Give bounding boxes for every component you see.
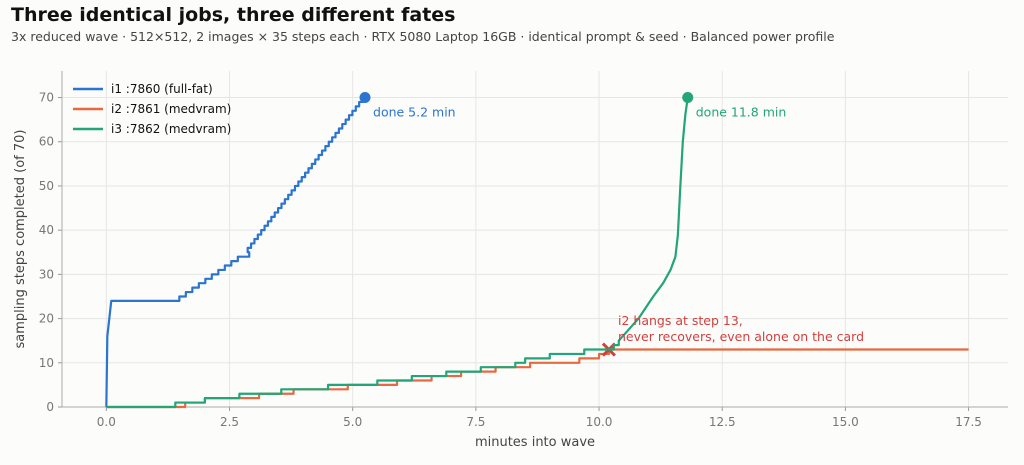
x-tick-label: 10.0	[586, 415, 613, 429]
y-tick-label: 30	[39, 267, 54, 281]
x-tick-label: 7.5	[466, 415, 485, 429]
legend: i1 :7860 (full-fat) i2 :7861 (medvram) i3 …	[73, 82, 231, 136]
series-line-i3	[106, 97, 689, 409]
y-tick-label: 60	[39, 135, 54, 149]
hang-annotation-line1: i2 hangs at step 13,	[618, 313, 743, 328]
done-label-i3: done 11.8 min	[696, 105, 787, 120]
x-tick-label: 5.0	[343, 415, 362, 429]
series-line-i1	[105, 97, 364, 408]
annotations: done 5.2 min done 11.8 min i2 hangs at ste…	[373, 105, 864, 344]
done-marker-i3	[682, 92, 694, 104]
x-tick-label: 17.5	[955, 415, 982, 429]
chart-subtitle: 3x reduced wave · 512×512, 2 images × 35…	[11, 29, 835, 44]
x-tick-label: 15.0	[832, 415, 859, 429]
done-marker-i1	[359, 92, 371, 104]
chart-title: Three identical jobs, three different fa…	[11, 4, 456, 26]
x-tick-label: 12.5	[709, 415, 736, 429]
tick-labels: 0.0 2.5 5.0 7.5 10.0 12.5 15.0 17.5 0 10 20 30 40 50 6…	[39, 91, 982, 429]
x-tick-label: 0.0	[97, 415, 116, 429]
series-lines	[105, 92, 969, 409]
y-axis-label: sampling steps completed (of 70)	[13, 130, 28, 349]
hang-annotation-line2: never recovers, even alone on the card	[618, 329, 864, 344]
x-axis-label: minutes into wave	[475, 435, 595, 450]
y-tick-label: 40	[39, 223, 54, 237]
y-tick-label: 0	[46, 400, 54, 414]
legend-label: i1 :7860 (full-fat)	[111, 82, 213, 96]
axes	[58, 71, 1008, 411]
y-tick-label: 10	[39, 356, 54, 370]
done-label-i1: done 5.2 min	[373, 105, 456, 120]
y-tick-label: 70	[39, 91, 54, 105]
y-tick-label: 50	[39, 179, 54, 193]
x-tick-label: 2.5	[220, 415, 239, 429]
y-tick-label: 20	[39, 312, 54, 326]
legend-label: i3 :7862 (medvram)	[111, 122, 231, 136]
legend-label: i2 :7861 (medvram)	[111, 102, 231, 116]
